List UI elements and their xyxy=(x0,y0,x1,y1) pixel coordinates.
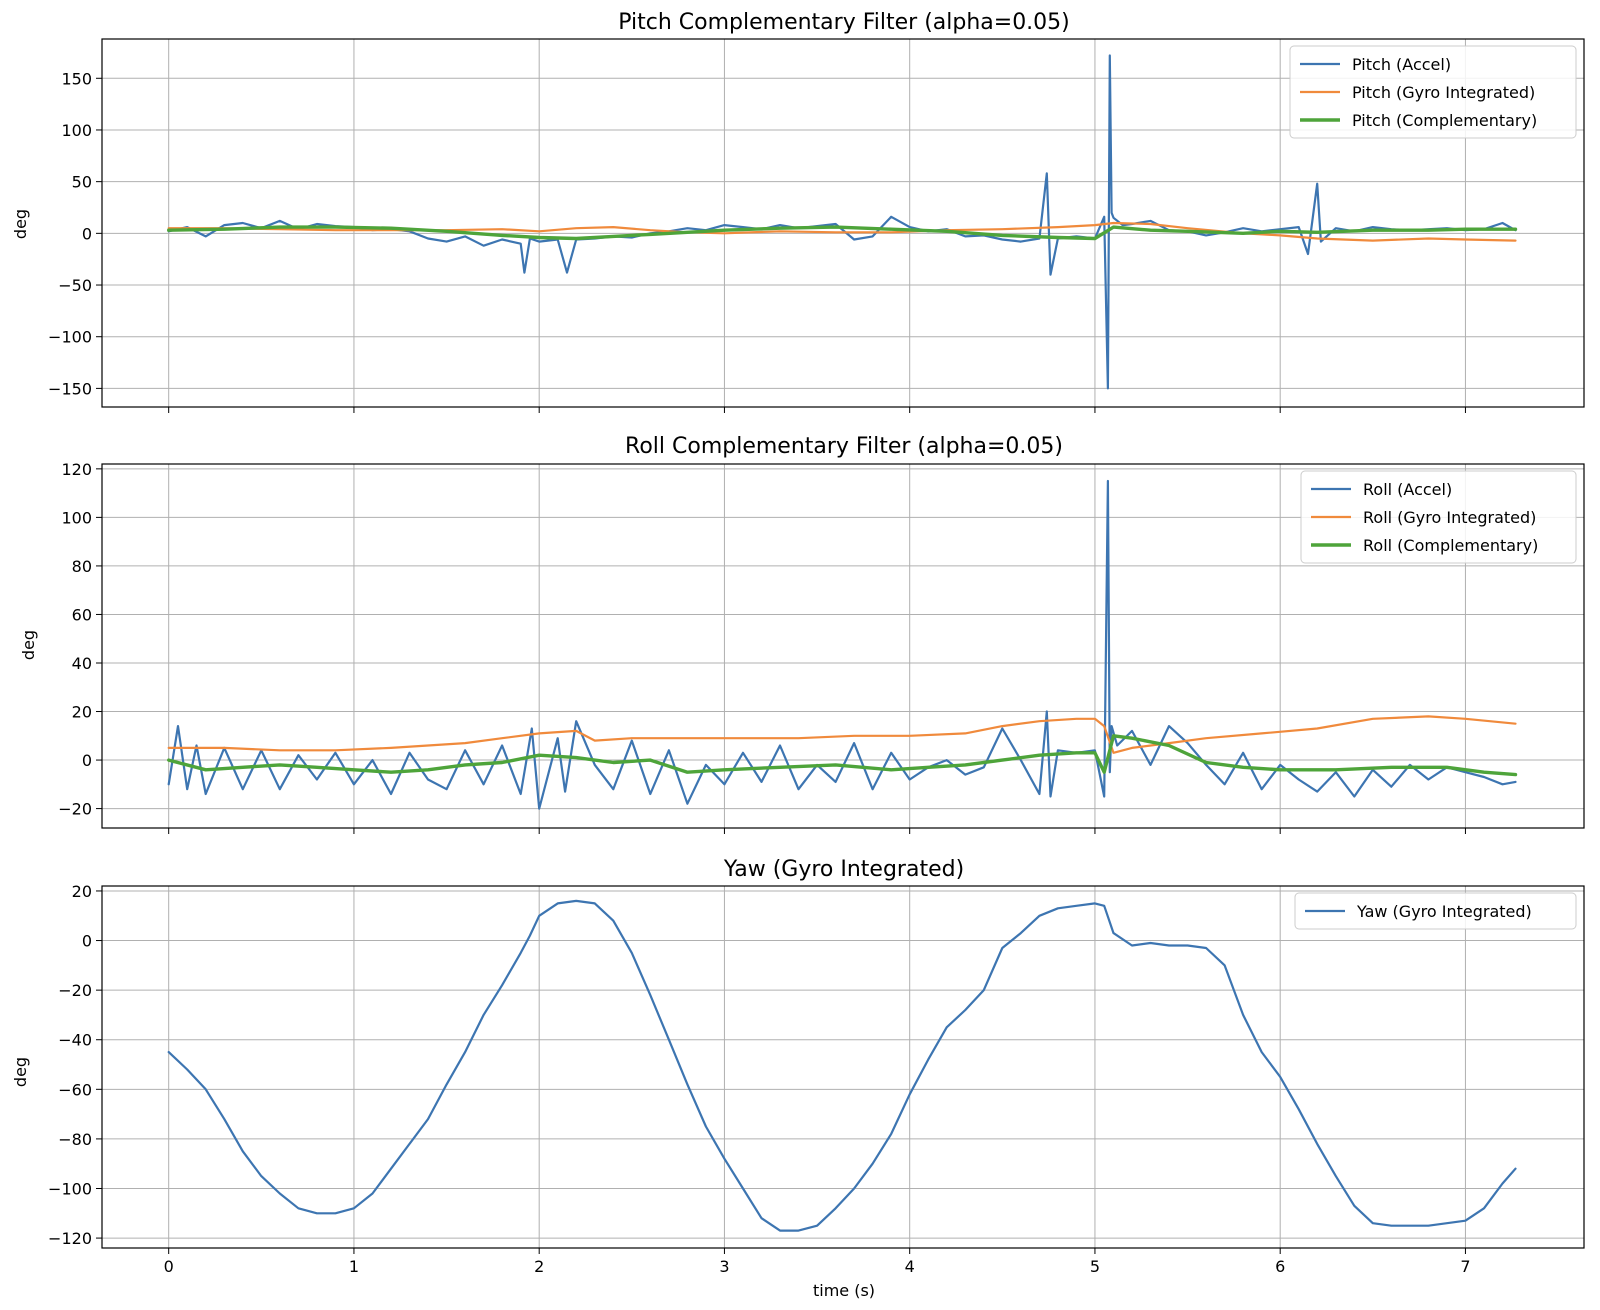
grid-roll xyxy=(102,464,1584,828)
series-group-pitch xyxy=(166,54,1518,390)
y-axis-label-yaw: deg xyxy=(11,1057,30,1087)
series-line-roll-1 xyxy=(167,715,1517,754)
legend-label-yaw: Yaw (Gyro Integrated) xyxy=(1356,902,1532,921)
x-tick-label: 7 xyxy=(1460,1257,1470,1276)
x-tick-label: 6 xyxy=(1275,1257,1285,1276)
y-tick-label: −20 xyxy=(58,800,92,819)
y-tick-label: 60 xyxy=(72,605,92,624)
y-tick-label: −80 xyxy=(58,1130,92,1149)
series-group-yaw xyxy=(167,899,1517,1232)
y-tick-label: −100 xyxy=(48,1179,92,1198)
legend-roll: Roll (Accel) Roll (Gyro Integrated) Roll… xyxy=(1300,470,1577,564)
y-tick-label: −100 xyxy=(48,328,92,347)
y-tick-label: 120 xyxy=(61,460,92,479)
chart-panel-yaw: Yaw (Gyro Integrated) deg time (s) 0 1 2 3 4… xyxy=(11,857,1585,1300)
series-line-pitch-2 xyxy=(166,225,1518,241)
y-tick-label: 0 xyxy=(82,932,92,951)
plot-frame-yaw xyxy=(101,885,1585,1249)
y-tick-label: −60 xyxy=(58,1080,92,1099)
y-tick-label: 40 xyxy=(72,654,92,673)
y-tick-label: 0 xyxy=(82,224,92,243)
x-tick-label: 0 xyxy=(164,1257,174,1276)
series-line-yaw-0 xyxy=(167,899,1517,1232)
y-tick-label: 20 xyxy=(72,703,92,722)
legend-box-roll xyxy=(1300,470,1577,564)
grid-yaw xyxy=(102,886,1584,1248)
plot-frame-pitch xyxy=(101,38,1585,408)
series-line-roll-2 xyxy=(166,734,1518,777)
legend-label-pitch-comp: Pitch (Complementary) xyxy=(1352,111,1537,130)
y-tick-label: −50 xyxy=(58,276,92,295)
ticks-yaw: 0 1 2 3 4 5 6 7 −120 −100 −80 −60 −40 −20 0 20 xyxy=(48,882,1470,1276)
chart-panel-roll: Roll Complementary Filter (alpha=0.05) d… xyxy=(19,434,1585,834)
chart-title-yaw: Yaw (Gyro Integrated) xyxy=(723,857,964,882)
series-line-pitch-0 xyxy=(167,54,1517,390)
x-tick-label: 1 xyxy=(349,1257,359,1276)
y-tick-label: 100 xyxy=(61,508,92,527)
ticks-pitch: −150 −100 −50 0 50 100 150 xyxy=(48,69,1466,413)
legend-box-pitch xyxy=(1289,45,1577,139)
y-axis-label-pitch: deg xyxy=(11,209,30,239)
y-tick-label: −150 xyxy=(48,379,92,398)
legend-label-roll-comp: Roll (Complementary) xyxy=(1363,536,1538,555)
ticks-roll: −20 0 20 40 60 80 100 120 xyxy=(58,460,1466,834)
y-tick-label: 20 xyxy=(72,882,92,901)
legend-label-pitch-accel: Pitch (Accel) xyxy=(1352,55,1451,74)
y-axis-label-roll: deg xyxy=(19,630,38,660)
chart-title-pitch: Pitch Complementary Filter (alpha=0.05) xyxy=(618,10,1070,35)
y-tick-label: −40 xyxy=(58,1031,92,1050)
x-tick-label: 4 xyxy=(905,1257,915,1276)
y-tick-label: 50 xyxy=(72,173,92,192)
chart-panel-pitch: Pitch Complementary Filter (alpha=0.05) … xyxy=(11,10,1585,413)
x-tick-label: 3 xyxy=(719,1257,729,1276)
x-axis-label-yaw: time (s) xyxy=(813,1281,875,1300)
legend-box-yaw xyxy=(1294,892,1577,930)
legend-yaw: Yaw (Gyro Integrated) xyxy=(1294,892,1577,930)
grid-pitch xyxy=(102,39,1584,407)
legend-label-pitch-gyro: Pitch (Gyro Integrated) xyxy=(1352,83,1535,102)
y-tick-label: 0 xyxy=(82,751,92,770)
y-tick-label: 100 xyxy=(61,121,92,140)
x-tick-label: 2 xyxy=(534,1257,544,1276)
legend-label-roll-accel: Roll (Accel) xyxy=(1363,480,1452,499)
plot-frame-roll xyxy=(101,463,1585,829)
x-tick-label: 5 xyxy=(1090,1257,1100,1276)
series-group-roll xyxy=(166,479,1518,810)
y-tick-label: −20 xyxy=(58,981,92,1000)
y-tick-label: 80 xyxy=(72,557,92,576)
y-tick-label: 150 xyxy=(61,69,92,88)
legend-pitch: Pitch (Accel) Pitch (Gyro Integrated) Pi… xyxy=(1289,45,1577,139)
y-tick-label: −120 xyxy=(48,1229,92,1248)
legend-label-roll-gyro: Roll (Gyro Integrated) xyxy=(1363,508,1536,527)
chart-title-roll: Roll Complementary Filter (alpha=0.05) xyxy=(625,434,1063,459)
